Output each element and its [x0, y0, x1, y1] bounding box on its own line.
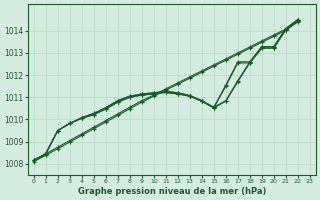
X-axis label: Graphe pression niveau de la mer (hPa): Graphe pression niveau de la mer (hPa) — [77, 187, 266, 196]
